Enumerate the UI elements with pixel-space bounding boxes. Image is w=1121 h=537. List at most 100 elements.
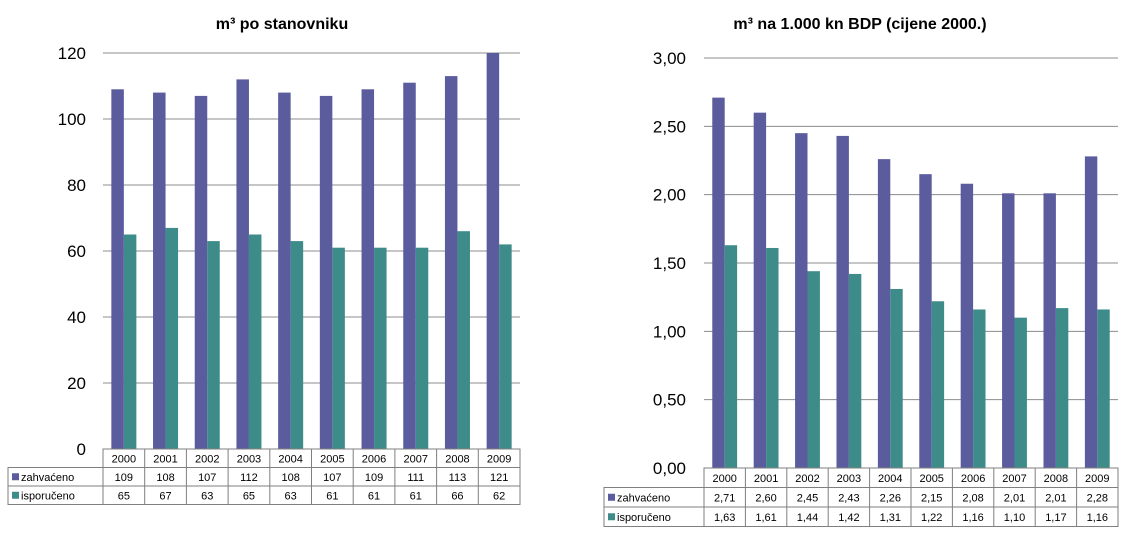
bar-isporuceno-2003 (248, 234, 262, 449)
category-label-2002: 2002 (795, 473, 819, 485)
bar-zahvaceno-2004 (877, 159, 891, 468)
legend-label-zahvaceno: zahvaćeno (21, 472, 74, 484)
y-tick-label: 40 (67, 308, 86, 327)
data-label-isporuceno-2003: 65 (243, 490, 255, 502)
y-tick-label: 120 (58, 44, 86, 63)
y-tick-label: 0,00 (653, 459, 686, 478)
data-label-zahvaceno-2001: 2,60 (755, 492, 776, 504)
bar-isporuceno-2002 (207, 241, 220, 449)
data-label-isporuceno-2001: 67 (159, 490, 171, 502)
category-label-2006: 2006 (961, 473, 985, 485)
category-label-2001: 2001 (754, 473, 778, 485)
bar-isporuceno-2005 (332, 247, 345, 449)
category-label-2008: 2008 (445, 453, 469, 465)
bar-zahvaceno-2009 (1084, 156, 1098, 468)
bar-isporuceno-2009 (1097, 309, 1110, 468)
data-label-zahvaceno-2002: 2,45 (797, 492, 818, 504)
category-label-2007: 2007 (404, 453, 428, 465)
legend-label-isporuceno: isporučeno (617, 512, 671, 524)
bar-isporuceno-2005 (931, 301, 945, 468)
bar-zahvaceno-2001 (753, 112, 767, 469)
y-tick-label: 60 (67, 242, 86, 261)
bar-isporuceno-2008 (457, 231, 470, 449)
legend-label-zahvaceno: zahvaćeno (617, 492, 670, 504)
y-tick-label: 2,50 (653, 117, 686, 136)
data-label-isporuceno-2007: 61 (410, 490, 422, 502)
bar-zahvaceno-2002 (194, 95, 208, 450)
data-label-zahvaceno-2003: 2,43 (838, 492, 859, 504)
data-label-isporuceno-2008: 66 (451, 490, 463, 502)
chart-title-per-capita: m³ po stanovniku (216, 16, 348, 33)
data-label-isporuceno-2007: 1,10 (1004, 512, 1025, 524)
data-label-zahvaceno-2005: 107 (323, 472, 341, 484)
bar-zahvaceno-2000 (111, 89, 124, 450)
y-tick-label: 1,50 (653, 254, 686, 273)
data-label-zahvaceno-2002: 107 (198, 472, 216, 484)
category-label-2009: 2009 (487, 453, 511, 465)
data-label-isporuceno-2006: 1,16 (962, 512, 983, 524)
bar-isporuceno-2000 (724, 245, 738, 468)
data-label-isporuceno-2000: 65 (118, 490, 130, 502)
data-label-zahvaceno-2004: 2,26 (880, 492, 901, 504)
data-label-isporuceno-2004: 63 (285, 490, 297, 502)
category-label-2004: 2004 (878, 473, 902, 485)
category-label-2006: 2006 (362, 453, 386, 465)
bar-zahvaceno-2007 (1002, 193, 1015, 469)
bar-zahvaceno-2003 (836, 135, 849, 468)
chart-title-per-gdp: m³ na 1.000 kn BDP (cijene 2000.) (733, 16, 986, 33)
bar-zahvaceno-2005 (919, 174, 932, 468)
y-tick-label: 100 (58, 110, 86, 129)
data-label-zahvaceno-2006: 2,08 (962, 492, 983, 504)
y-tick-label: 1,00 (653, 322, 686, 341)
bar-zahvaceno-2009 (486, 53, 500, 449)
legend-label-isporuceno: isporučeno (21, 490, 75, 502)
category-label-2002: 2002 (195, 453, 219, 465)
data-label-zahvaceno-2001: 108 (156, 472, 174, 484)
bar-zahvaceno-2002 (795, 133, 808, 468)
y-tick-label: 20 (67, 374, 86, 393)
category-label-2005: 2005 (919, 473, 943, 485)
category-label-2008: 2008 (1044, 473, 1068, 485)
bar-zahvaceno-2000 (712, 97, 725, 468)
data-label-isporuceno-2000: 1,63 (714, 512, 735, 524)
category-label-2004: 2004 (278, 453, 302, 465)
bar-zahvaceno-2006 (960, 183, 974, 468)
category-label-2000: 2000 (712, 473, 736, 485)
data-label-zahvaceno-2007: 111 (407, 472, 424, 484)
category-label-2003: 2003 (237, 453, 261, 465)
legend-key-isporuceno (12, 491, 19, 499)
bar-isporuceno-2006 (374, 247, 387, 449)
data-label-isporuceno-2006: 61 (368, 490, 380, 502)
data-label-zahvaceno-2003: 112 (240, 472, 258, 484)
table-row-zahvaceno (603, 487, 1119, 508)
data-label-zahvaceno-2000: 109 (115, 472, 133, 484)
data-label-zahvaceno-2007: 2,01 (1004, 492, 1025, 504)
bar-zahvaceno-2006 (361, 89, 375, 450)
category-label-2005: 2005 (320, 453, 344, 465)
data-label-isporuceno-2008: 1,17 (1045, 512, 1066, 524)
bar-isporuceno-2004 (890, 288, 903, 468)
bar-isporuceno-2001 (766, 247, 779, 468)
category-label-2003: 2003 (837, 473, 861, 485)
data-label-zahvaceno-2000: 2,71 (714, 492, 735, 504)
bar-isporuceno-2004 (290, 241, 304, 449)
category-label-2001: 2001 (153, 453, 177, 465)
bar-isporuceno-2002 (807, 271, 820, 468)
legend-key-zahvaceno (608, 493, 615, 501)
y-tick-label: 2,00 (653, 186, 686, 205)
data-label-zahvaceno-2008: 2,01 (1045, 492, 1066, 504)
data-label-isporuceno-2009: 62 (493, 490, 505, 502)
data-label-isporuceno-2003: 1,42 (838, 512, 859, 524)
bar-isporuceno-2007 (415, 247, 429, 449)
bar-zahvaceno-2008 (444, 76, 458, 449)
data-label-isporuceno-2004: 1,31 (880, 512, 901, 524)
data-label-isporuceno-2009: 1,16 (1087, 512, 1108, 524)
data-label-zahvaceno-2008: 113 (449, 472, 467, 484)
y-tick-label: 0 (77, 440, 86, 459)
legend-key-isporuceno (608, 513, 615, 521)
bar-zahvaceno-2004 (278, 92, 291, 449)
data-label-zahvaceno-2009: 121 (490, 472, 508, 484)
y-tick-label: 3,00 (653, 49, 686, 68)
bar-zahvaceno-2007 (403, 82, 416, 449)
